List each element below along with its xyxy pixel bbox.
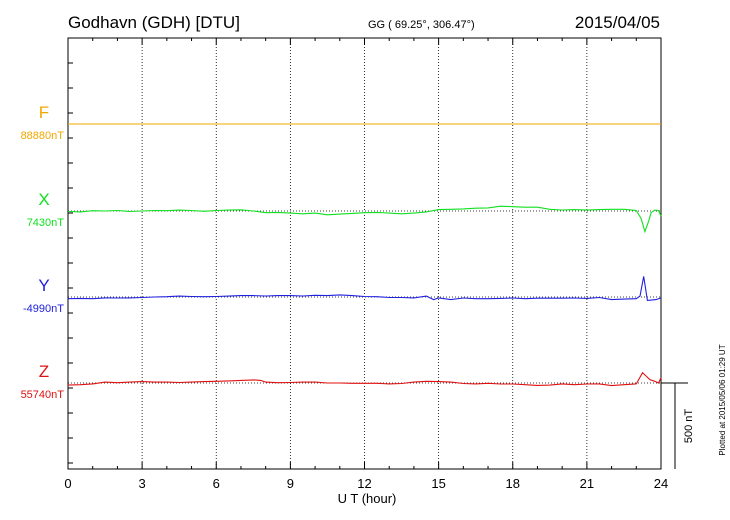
x-axis-label: U T (hour): [338, 491, 397, 506]
x-tick-label: 6: [213, 476, 220, 491]
scale-bar-label: 500 nT: [683, 409, 695, 444]
series-labels: F 88880nT X 7430nT Y -4990nT Z 55740nT: [21, 103, 65, 401]
series-y-line: [67, 276, 662, 301]
x-tick-label: 15: [431, 476, 445, 491]
x-tick-label: 12: [357, 476, 371, 491]
series-z-baseline-label: 55740nT: [21, 389, 65, 401]
series-f-baseline-label: 88880nT: [21, 130, 65, 142]
station-coords: GG ( 69.25°, 306.47°): [368, 19, 475, 31]
series-lines: [67, 123, 662, 387]
x-tick-label: 21: [580, 476, 594, 491]
series-x-baseline-label: 7430nT: [27, 217, 65, 229]
series-z-name: Z: [39, 362, 49, 381]
x-tick-label: 0: [64, 476, 71, 491]
x-tick-label: 3: [139, 476, 146, 491]
x-tick-label: 18: [506, 476, 520, 491]
series-x-name: X: [38, 190, 49, 209]
series-y-baseline-label: -4990nT: [23, 303, 64, 315]
scale-bar: 500 nT: [661, 382, 695, 469]
chart-date: 2015/04/05: [575, 13, 660, 32]
plotted-note: Plotted at 2015/05/06 01:29 UT: [718, 344, 727, 455]
series-x-line: [67, 205, 662, 234]
grid-lines: [141, 38, 588, 469]
x-tick-label: 24: [654, 476, 668, 491]
series-f-name: F: [39, 103, 49, 122]
station-title: Godhavn (GDH) [DTU]: [68, 13, 240, 32]
x-tick-label: 9: [287, 476, 294, 491]
series-z-line: [67, 371, 662, 387]
series-y-name: Y: [38, 276, 49, 295]
x-axis: 0 3 6 9 12 15 18 21 24: [64, 38, 668, 491]
